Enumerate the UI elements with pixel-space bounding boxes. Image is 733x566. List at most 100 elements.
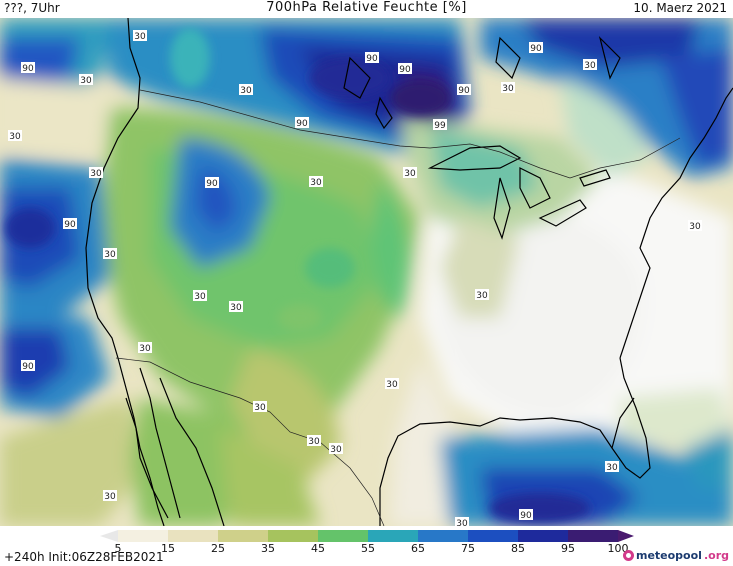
colorbar-tick-label: 45 <box>311 542 325 555</box>
contour-label-bg <box>253 401 267 412</box>
contour-label-text: 30 <box>9 132 21 142</box>
contour-label-text: 30 <box>584 61 596 71</box>
contour-label-bg <box>295 117 309 128</box>
contour-label-text: 30 <box>104 492 116 502</box>
contour-label: 30 <box>103 248 117 260</box>
contour-label: 90 <box>457 84 471 96</box>
contour-label-text: 30 <box>606 463 618 473</box>
contour-label-bg <box>398 63 412 74</box>
map-title: 700hPa Relative Feuchte [%] <box>266 0 467 15</box>
contour-label-text: 99 <box>434 121 446 131</box>
contour-label: 30 <box>475 289 489 301</box>
contour-label: 90 <box>365 52 379 64</box>
contour-label: 30 <box>403 167 417 179</box>
contour-labels: 90 30 30 30 90 30 90 90 30 30 90 90 90 99 30 90 30 30 30 30… <box>8 30 702 526</box>
contour-label: 90 <box>398 63 412 75</box>
contour-label-text: 90 <box>296 119 308 129</box>
coastlines <box>85 18 733 526</box>
borders <box>115 89 681 526</box>
contour-label-text: 90 <box>399 65 411 75</box>
humidity-map: 90 30 30 30 90 30 90 90 30 30 90 90 90 99 30 90 30 30 30 30… <box>0 18 733 526</box>
contour-label-bg <box>605 461 619 472</box>
contour-label-bg <box>133 30 147 41</box>
humidity-details <box>5 28 590 523</box>
contour-label-bg <box>688 220 702 231</box>
humidity-field <box>0 18 733 526</box>
contour-label-text: 30 <box>240 86 252 96</box>
contour-label-text: 30 <box>139 344 151 354</box>
contour-label-bg <box>193 290 207 301</box>
contour-label: 30 <box>103 490 117 502</box>
colorbar-segment <box>568 530 619 542</box>
contour-label-text: 30 <box>476 291 488 301</box>
contour-label: 30 <box>309 176 323 188</box>
contour-label-text: 90 <box>530 44 542 54</box>
contour-label: 30 <box>138 342 152 354</box>
colorbar-tick-label: 75 <box>461 542 475 555</box>
colorbar-segment <box>418 530 469 542</box>
contour-label: 30 <box>688 220 702 232</box>
contour-label-bg <box>309 176 323 187</box>
logo-icon <box>622 550 634 561</box>
colorbar-tick-label: 85 <box>511 542 525 555</box>
contour-label: 30 <box>133 30 147 42</box>
contour-label-bg <box>475 289 489 300</box>
colorbar-segment <box>468 530 519 542</box>
contour-label-text: 30 <box>104 250 116 260</box>
contour-label-text: 30 <box>310 178 322 188</box>
contour-label-text: 30 <box>80 76 92 86</box>
contour-label: 30 <box>193 290 207 302</box>
colorbar-tick-label: 35 <box>261 542 275 555</box>
contour-label-text: 90 <box>458 86 470 96</box>
contour-label: 30 <box>605 461 619 473</box>
contour-label-bg <box>307 435 321 446</box>
contour-label-text: 90 <box>22 362 34 372</box>
contour-label: 90 <box>21 360 35 372</box>
colorbar-segment <box>218 530 269 542</box>
contour-label-text: 30 <box>386 380 398 390</box>
contour-label-text: 90 <box>366 54 378 64</box>
legend-area: 5 15 25 35 45 55 65 75 85 95 100 +240h Init:06Z28F… <box>0 526 733 566</box>
contour-label-bg <box>365 52 379 63</box>
contour-label-bg <box>229 301 243 312</box>
contour-label-bg <box>89 167 103 178</box>
contour-label-bg <box>501 82 515 93</box>
contour-label: 90 <box>519 509 533 521</box>
contour-label-bg <box>403 167 417 178</box>
contour-label-bg <box>103 248 117 259</box>
contour-label: 30 <box>385 378 399 390</box>
contour-label-bg <box>329 443 343 454</box>
contour-label-bg <box>239 84 253 95</box>
colorbar-tick-label: 25 <box>211 542 225 555</box>
contour-label: 30 <box>79 74 93 86</box>
contour-label-bg <box>205 177 219 188</box>
header-date: 10. Maerz 2021 <box>633 1 727 15</box>
meteopool-logo[interactable]: meteopool .org <box>622 549 729 562</box>
contour-label-text: 30 <box>194 292 206 302</box>
contour-label: 30 <box>229 301 243 313</box>
contour-label: 90 <box>529 42 543 54</box>
contour-label: 90 <box>205 177 219 189</box>
contour-label: 30 <box>89 167 103 179</box>
contour-label-text: 30 <box>308 437 320 447</box>
contour-label: 30 <box>583 59 597 71</box>
forecast-init-label: +240h Init:06Z28FEB2021 <box>4 550 164 564</box>
contour-label-text: 30 <box>330 445 342 455</box>
contour-label: 30 <box>501 82 515 94</box>
contour-label-bg <box>138 342 152 353</box>
colorbar-segment <box>368 530 419 542</box>
contour-label-bg <box>63 218 77 229</box>
contour-label-bg <box>21 360 35 371</box>
contour-label: 30 <box>8 130 22 142</box>
colorbar-arrow-left <box>100 530 118 542</box>
contour-label: 30 <box>307 435 321 447</box>
contour-label-text: 30 <box>230 303 242 313</box>
colorbar-tick-label: 5 <box>114 542 122 555</box>
contour-label: 90 <box>21 62 35 74</box>
contour-label-bg <box>8 130 22 141</box>
colorbar-tick-label: 95 <box>561 542 575 555</box>
contour-label-text: 90 <box>22 64 34 74</box>
contour-label-bg <box>519 509 533 520</box>
contour-label-text: 30 <box>90 169 102 179</box>
colorbar-arrow-right <box>618 530 634 542</box>
